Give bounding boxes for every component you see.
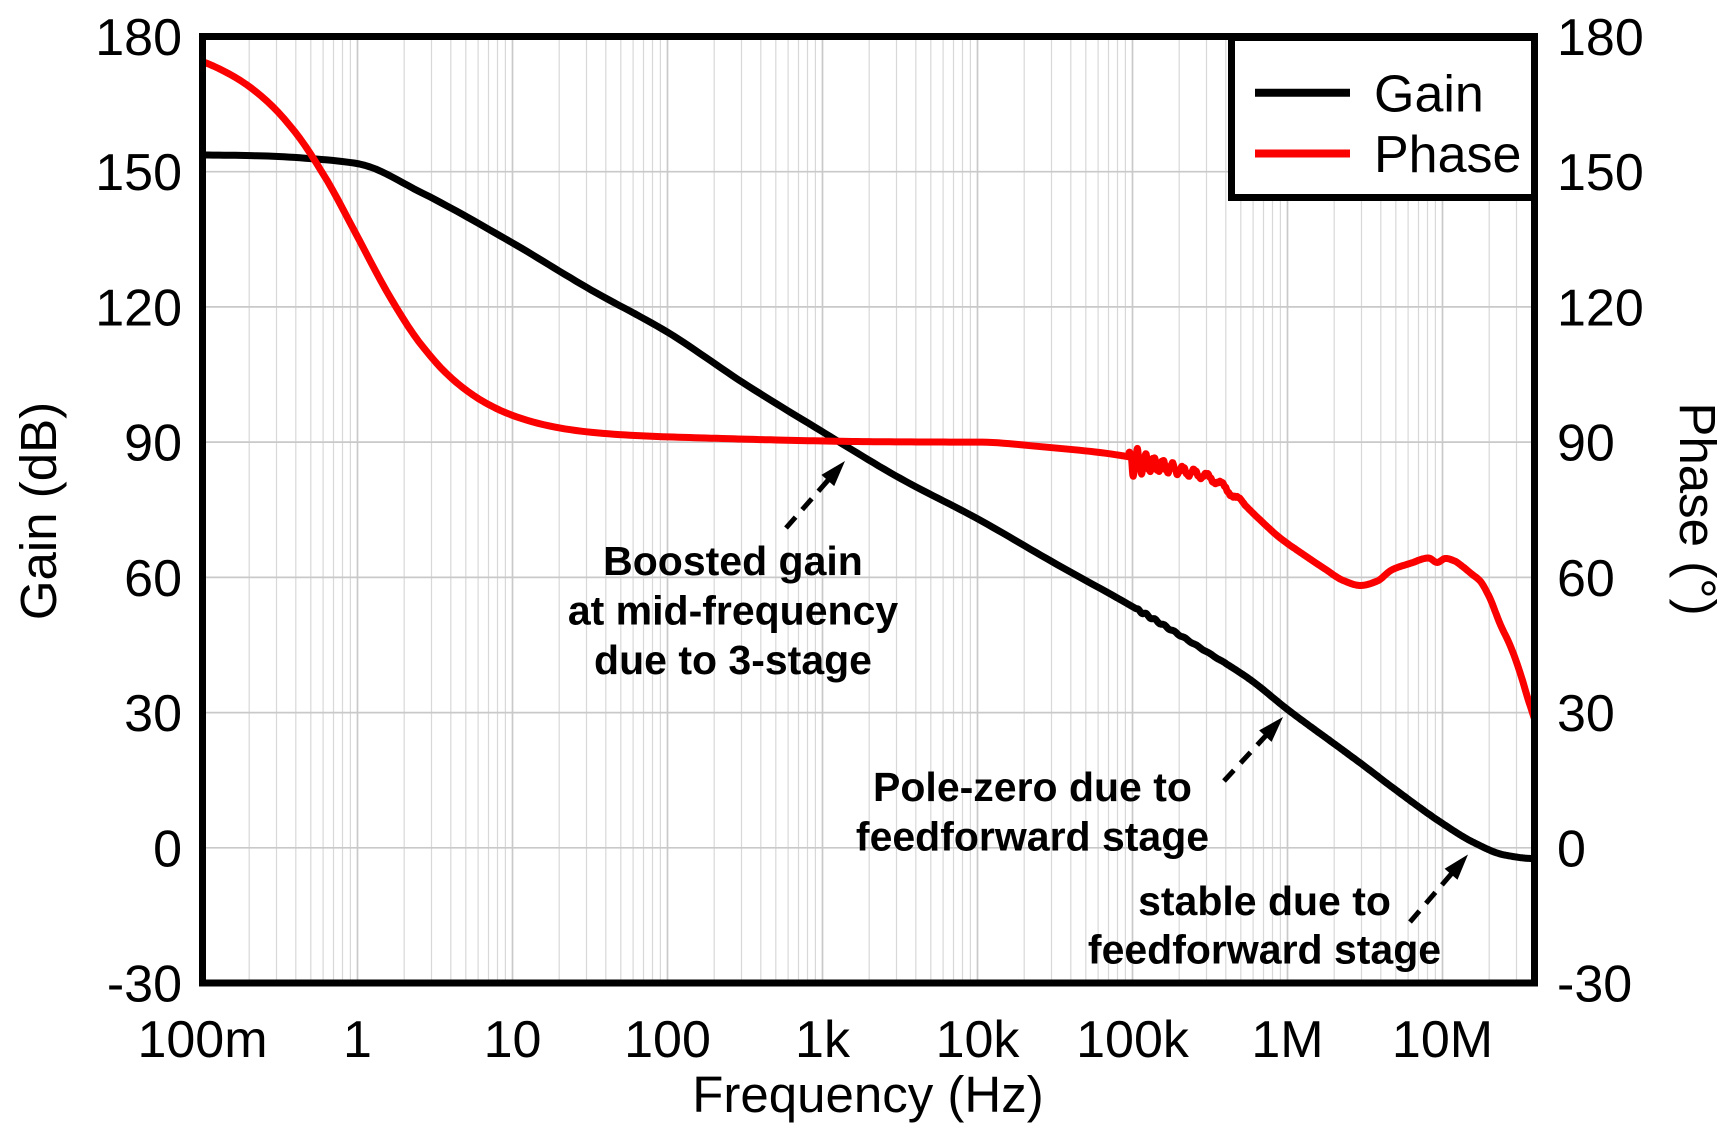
svg-text:due to 3-stage: due to 3-stage: [594, 637, 872, 683]
svg-text:stable due to: stable due to: [1138, 878, 1391, 924]
svg-text:0: 0: [153, 820, 182, 878]
svg-text:0: 0: [1557, 820, 1586, 878]
svg-text:feedforward stage: feedforward stage: [856, 814, 1209, 860]
svg-text:150: 150: [95, 144, 182, 202]
svg-text:100k: 100k: [1076, 1011, 1190, 1069]
svg-text:10: 10: [484, 1011, 542, 1069]
svg-text:10k: 10k: [936, 1011, 1021, 1069]
svg-text:Boosted gain: Boosted gain: [603, 538, 863, 584]
svg-text:30: 30: [1557, 685, 1615, 743]
svg-text:10M: 10M: [1392, 1011, 1493, 1069]
svg-text:1M: 1M: [1251, 1011, 1323, 1069]
svg-text:150: 150: [1557, 144, 1644, 202]
svg-text:120: 120: [95, 279, 182, 337]
svg-text:-30: -30: [107, 956, 182, 1014]
svg-text:feedforward stage: feedforward stage: [1088, 927, 1441, 973]
svg-text:1k: 1k: [795, 1011, 851, 1069]
svg-text:60: 60: [1557, 550, 1615, 608]
svg-text:30: 30: [124, 685, 182, 743]
svg-text:100: 100: [624, 1011, 711, 1069]
svg-text:at mid-frequency: at mid-frequency: [568, 588, 899, 634]
svg-text:Frequency (Hz): Frequency (Hz): [692, 1066, 1043, 1123]
svg-text:90: 90: [124, 415, 182, 473]
svg-text:Phase: Phase: [1374, 126, 1521, 184]
svg-text:1: 1: [343, 1011, 372, 1069]
svg-text:-30: -30: [1557, 956, 1632, 1014]
svg-text:180: 180: [95, 9, 182, 67]
svg-text:180: 180: [1557, 9, 1644, 67]
svg-text:Gain: Gain: [1374, 66, 1484, 124]
svg-text:90: 90: [1557, 415, 1615, 473]
svg-text:Phase (°): Phase (°): [1669, 402, 1722, 615]
svg-text:60: 60: [124, 550, 182, 608]
svg-text:Gain (dB): Gain (dB): [10, 402, 67, 620]
svg-text:Pole-zero due to: Pole-zero due to: [873, 764, 1192, 810]
svg-text:120: 120: [1557, 279, 1644, 337]
svg-text:100m: 100m: [137, 1011, 267, 1069]
